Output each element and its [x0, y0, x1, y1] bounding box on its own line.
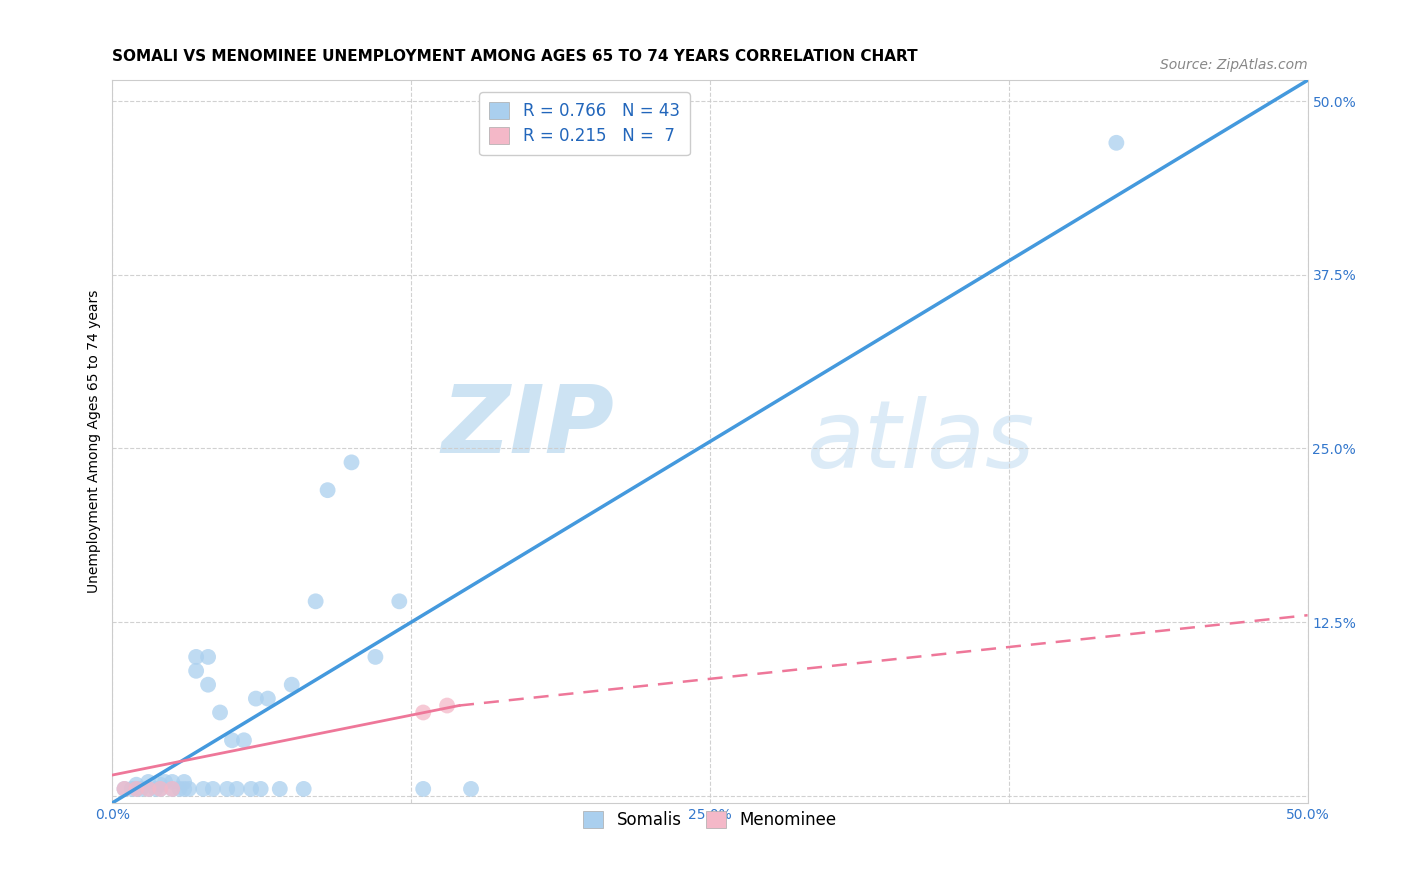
Point [292, 781, 315, 796]
Point [149, 778, 172, 792]
Text: SOMALI VS MENOMINEE UNEMPLOYMENT AMONG AGES 65 TO 74 YEARS CORRELATION CHART: SOMALI VS MENOMINEE UNEMPLOYMENT AMONG A… [112, 49, 918, 64]
Legend: Somalis, Menominee: Somalis, Menominee [575, 803, 845, 838]
Point [125, 781, 148, 796]
Point [305, 594, 328, 608]
Point [138, 781, 160, 796]
Point [125, 781, 148, 796]
Point [193, 781, 215, 796]
Point [121, 781, 143, 796]
Point [138, 775, 160, 789]
Text: atlas: atlas [806, 396, 1033, 487]
Point [173, 775, 195, 789]
Point [233, 733, 256, 747]
Point [114, 781, 135, 796]
Point [1105, 136, 1128, 150]
Point [186, 664, 208, 678]
Point [460, 781, 482, 796]
Point [240, 781, 263, 796]
Point [269, 781, 291, 796]
Point [177, 781, 200, 796]
Point [138, 781, 160, 796]
Point [225, 781, 247, 796]
Point [201, 781, 224, 796]
Point [162, 781, 183, 796]
Point [197, 678, 219, 692]
Point [173, 781, 195, 796]
Point [412, 706, 434, 720]
Point [162, 775, 183, 789]
Text: ZIP: ZIP [441, 381, 614, 473]
Point [169, 781, 191, 796]
Point [162, 781, 183, 796]
Point [364, 649, 387, 664]
Point [186, 649, 208, 664]
Point [217, 781, 239, 796]
Point [316, 483, 339, 498]
Point [145, 781, 167, 796]
Point [245, 691, 267, 706]
Point [149, 781, 172, 796]
Point [340, 455, 363, 469]
Point [281, 678, 304, 692]
Point [221, 733, 243, 747]
Point [114, 781, 135, 796]
Point [149, 781, 172, 796]
Point [436, 698, 458, 713]
Point [257, 691, 280, 706]
Point [209, 706, 232, 720]
Point [153, 775, 176, 789]
Text: Source: ZipAtlas.com: Source: ZipAtlas.com [1160, 58, 1308, 71]
Point [125, 778, 148, 792]
Point [388, 594, 411, 608]
Point [249, 781, 271, 796]
Point [129, 781, 152, 796]
Point [197, 649, 219, 664]
Point [412, 781, 434, 796]
Y-axis label: Unemployment Among Ages 65 to 74 years: Unemployment Among Ages 65 to 74 years [87, 290, 101, 593]
